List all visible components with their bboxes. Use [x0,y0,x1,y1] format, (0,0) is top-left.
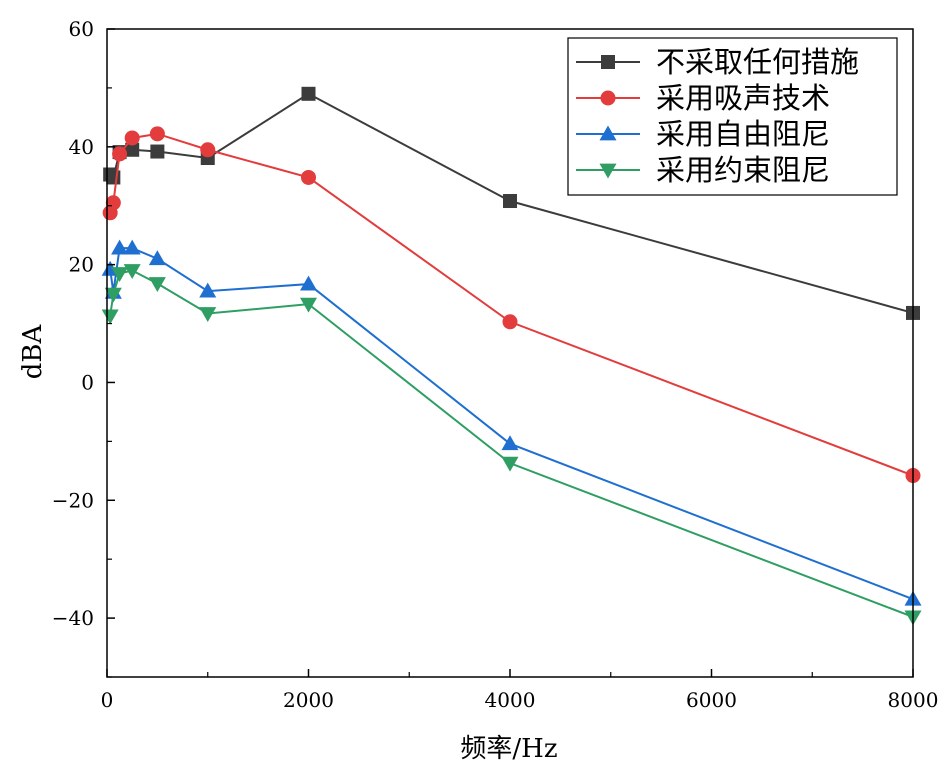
legend-marker [599,163,617,179]
y-tick-label: 0 [81,370,94,394]
data-point [502,314,518,330]
legend-marker [600,90,616,106]
data-point [148,277,166,292]
series-4 [101,264,922,626]
data-point [501,456,519,472]
legend-item: 采用吸声技术 [576,81,830,115]
series-line [109,247,914,601]
data-point [123,239,141,255]
data-point [501,435,519,451]
y-tick-label: −20 [52,488,94,512]
data-point [149,126,165,142]
x-axis-title: 频率/Hz [460,734,557,764]
data-point [101,309,119,325]
data-point [106,170,121,185]
legend-item: 采用约束阻尼 [576,153,830,187]
legend-label: 采用自由阻尼 [656,117,830,151]
x-tick-label: 0 [101,688,114,712]
series-layer [101,86,922,626]
data-point [123,264,141,280]
y-tick-label: −40 [52,606,94,630]
legend-item: 不采取任何措施 [576,45,859,79]
x-tick-label: 6000 [686,688,737,712]
data-point [125,142,140,157]
data-point [199,307,217,323]
data-point [104,287,122,303]
data-point [200,142,216,158]
data-point [503,194,517,209]
legend-label: 采用约束阻尼 [656,153,830,187]
x-tick-label: 4000 [485,688,536,712]
data-point [301,169,316,185]
x-tick-label: 2000 [283,688,334,712]
data-point [105,195,121,211]
data-point [112,146,128,162]
legend-item: 采用自由阻尼 [576,117,830,151]
data-point [148,250,166,266]
legend-marker [601,55,615,69]
data-point [124,130,140,146]
legend-label: 不采取任何措施 [656,45,859,79]
data-point [111,239,129,255]
y-tick-label: 60 [69,17,94,41]
data-point [300,275,317,291]
y-tick-label: 40 [69,135,94,159]
data-point [300,297,317,313]
legend-box [567,37,898,196]
data-point [111,267,129,282]
legend-label: 采用吸声技术 [656,81,830,115]
data-point [301,86,316,101]
y-axis-title: dBA [18,324,48,380]
y-tick-label: 20 [69,253,94,277]
x-tick-label: 8000 [888,688,939,712]
data-point [199,282,217,298]
axes-layer: 0 2000 4000 6000 8000 −40 −20 0 20 40 60 [52,17,939,712]
data-point [150,144,165,159]
series-3 [101,239,922,606]
legend-marker [599,125,617,141]
